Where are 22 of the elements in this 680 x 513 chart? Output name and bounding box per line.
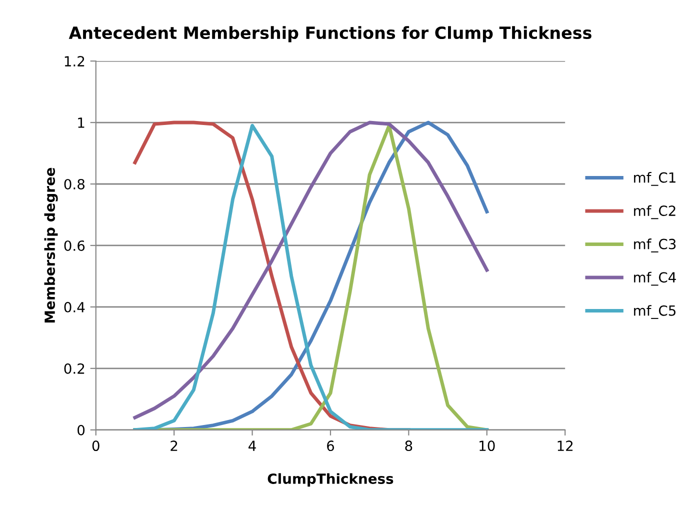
y-tick-label: 1 — [78, 118, 84, 128]
x-tick-label: 2 — [170, 440, 178, 451]
x-tick-label: 0 — [92, 440, 100, 452]
x-tick-label: 8 — [405, 440, 412, 452]
y-tick-label: 0.2 — [64, 363, 84, 374]
x-tick-label: 12 — [558, 440, 573, 451]
y-tick-label: 0 — [78, 424, 85, 436]
x-tick-label: 6 — [327, 440, 334, 452]
legend-label: mf_C2 — [634, 205, 676, 220]
y-tick-label: 0.6 — [64, 240, 85, 251]
legend-label: mf_C5 — [634, 305, 676, 319]
x-tick-label: 4 — [248, 440, 256, 451]
y-axis-title: Membership degree — [44, 168, 58, 322]
legend-label: mf_C4 — [634, 272, 676, 286]
y-tick-label: 0.4 — [64, 302, 85, 312]
chart-title: Antecedent Membership Functions for Clump Thickness — [68, 26, 592, 42]
legend-label: mf_C3 — [634, 238, 676, 252]
y-tick-label: 1.2 — [64, 56, 84, 66]
y-tick-label: 0.8 — [64, 178, 85, 190]
x-tick-label: 10 — [480, 440, 495, 452]
x-axis-title: ClumpThickness — [268, 473, 394, 487]
legend-label: mf_C1 — [634, 172, 676, 186]
